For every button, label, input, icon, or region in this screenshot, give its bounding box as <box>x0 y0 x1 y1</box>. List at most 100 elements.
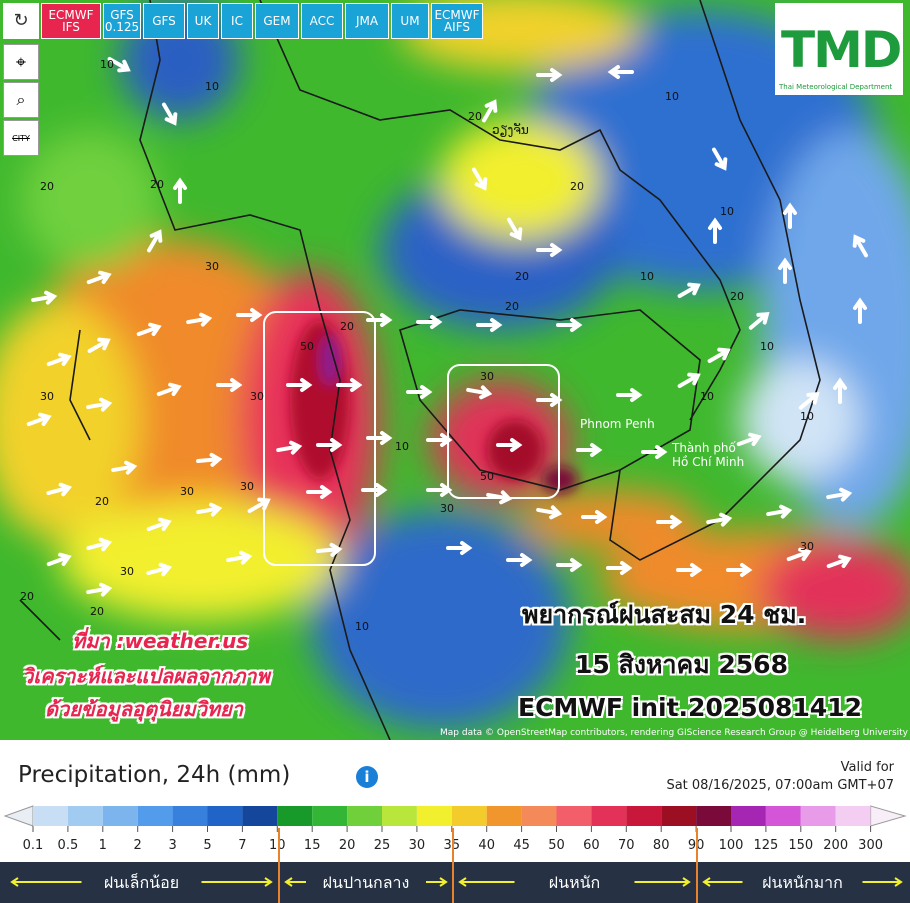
logo-subtitle: Thai Meteorological Department <box>779 83 893 91</box>
scale-tick-label: 125 <box>753 838 778 853</box>
legend-title: Precipitation, 24h (mm) <box>18 762 291 788</box>
wind-arrow <box>173 177 187 204</box>
wind-arrow <box>472 167 488 191</box>
heavy-rain-area <box>320 335 340 385</box>
city-button[interactable]: CITY <box>3 120 39 156</box>
place-label: Thành phố <box>671 441 737 455</box>
model-button[interactable]: JMA <box>345 3 389 39</box>
contour-label: 10 <box>100 58 114 71</box>
wind-arrow <box>833 377 847 404</box>
model-button[interactable]: UK <box>187 3 219 39</box>
valid-time: Sat 08/16/2025, 07:00am GMT+07 <box>666 778 894 793</box>
rain-area <box>760 540 910 640</box>
contour-label: 20 <box>570 180 584 193</box>
wind-arrow <box>316 542 343 557</box>
scale-segment <box>312 806 348 826</box>
logo-title: TMD <box>781 21 902 79</box>
contour-label: 10 <box>800 410 814 423</box>
wind-arrow <box>607 65 634 79</box>
model-button[interactable]: ECMWF IFS <box>41 3 101 39</box>
contour-label: 20 <box>20 590 34 603</box>
wind-arrow <box>748 312 770 330</box>
wind-arrow <box>162 102 178 126</box>
borders <box>19 0 821 740</box>
refresh-button[interactable]: ↻ <box>3 3 39 39</box>
wind-arrow <box>641 445 668 459</box>
wind-arrow <box>26 412 52 427</box>
wind-arrow <box>476 318 503 332</box>
wind-arrow <box>186 312 213 327</box>
model-button[interactable]: GFS <box>143 3 185 39</box>
wind-arrow <box>616 388 643 402</box>
wind-arrow <box>86 397 113 412</box>
wind-arrow <box>146 562 173 577</box>
wind-arrow <box>507 217 523 241</box>
model-button[interactable]: ECMWF AIFS <box>431 3 483 39</box>
wind-arrow <box>677 282 701 298</box>
wind-arrow <box>556 558 583 572</box>
wind-arrow <box>216 378 243 392</box>
category-band <box>0 862 910 903</box>
info-icon[interactable]: i <box>356 766 378 788</box>
scale-tick-label: 3 <box>168 838 176 853</box>
wind-arrow <box>766 504 793 519</box>
contour-label: 20 <box>95 495 109 508</box>
wind-arrow <box>276 440 303 455</box>
wind-arrow <box>111 460 138 475</box>
model-button[interactable]: UM <box>391 3 429 39</box>
model-button[interactable]: GEM <box>255 3 299 39</box>
wind-arrow <box>446 541 473 555</box>
scale-segment <box>382 806 417 826</box>
rain-area <box>310 510 570 730</box>
wind-arrow <box>196 502 223 517</box>
scale-segment <box>207 806 243 826</box>
source-text: ที่มา :weather.us <box>72 629 249 653</box>
wind-arrow <box>581 510 608 524</box>
contour-label: 30 <box>180 485 194 498</box>
wind-arrow <box>156 382 182 397</box>
contour-label: 10 <box>665 90 679 103</box>
rain-area <box>740 360 860 480</box>
contour-label: 20 <box>40 180 54 193</box>
rain-area <box>60 500 340 620</box>
scale-segment <box>661 806 697 826</box>
model-button[interactable]: IC <box>221 3 253 39</box>
wind-arrow <box>852 234 868 258</box>
model-button[interactable]: ACC <box>301 3 343 39</box>
category-label: ฝนหนักมาก <box>762 873 843 892</box>
category-arrow <box>284 877 448 887</box>
scale-tick-label: 40 <box>478 838 495 853</box>
wind-arrow <box>536 393 563 407</box>
wind-arrow <box>466 385 493 400</box>
contour-label: 20 <box>515 270 529 283</box>
wind-arrow <box>482 99 498 123</box>
contour-label: 20 <box>730 290 744 303</box>
category-label: ฝนปานกลาง <box>323 873 410 892</box>
contour-label: 20 <box>468 110 482 123</box>
scale-tick-label: 30 <box>409 838 426 853</box>
contour-label: 30 <box>250 390 264 403</box>
wind-arrow <box>536 243 563 257</box>
wind-arrow <box>536 505 563 520</box>
scale-segment <box>451 806 487 826</box>
source-text: ด้วยข้อมูลอุตุนิยมวิทยา <box>45 697 243 721</box>
contour-label: 30 <box>440 502 454 515</box>
wind-arrow <box>707 347 731 363</box>
scale-tick-label: 0.1 <box>23 838 44 853</box>
headline-text: 15 สิงหาคม 2568 <box>575 650 788 679</box>
location-button[interactable]: ⌖ <box>3 44 39 80</box>
scale-tick-label: 35 <box>444 838 461 853</box>
wind-arrow <box>853 297 867 324</box>
model-button[interactable]: GFS 0.125 <box>103 3 141 39</box>
wind-arrow <box>677 372 701 388</box>
attribution: Map data © OpenStreetMap contributors, r… <box>440 728 909 738</box>
scale-tick-label: 50 <box>548 838 565 853</box>
category-arrow <box>702 877 903 887</box>
wind-arrow <box>236 308 263 322</box>
wind-arrow <box>136 322 162 337</box>
scale-tick-label: 100 <box>719 838 744 853</box>
wind-arrow <box>86 270 112 285</box>
wind-arrow <box>286 378 313 392</box>
zoom-button[interactable]: ⌕ <box>3 82 39 118</box>
wind-arrow <box>536 68 563 82</box>
